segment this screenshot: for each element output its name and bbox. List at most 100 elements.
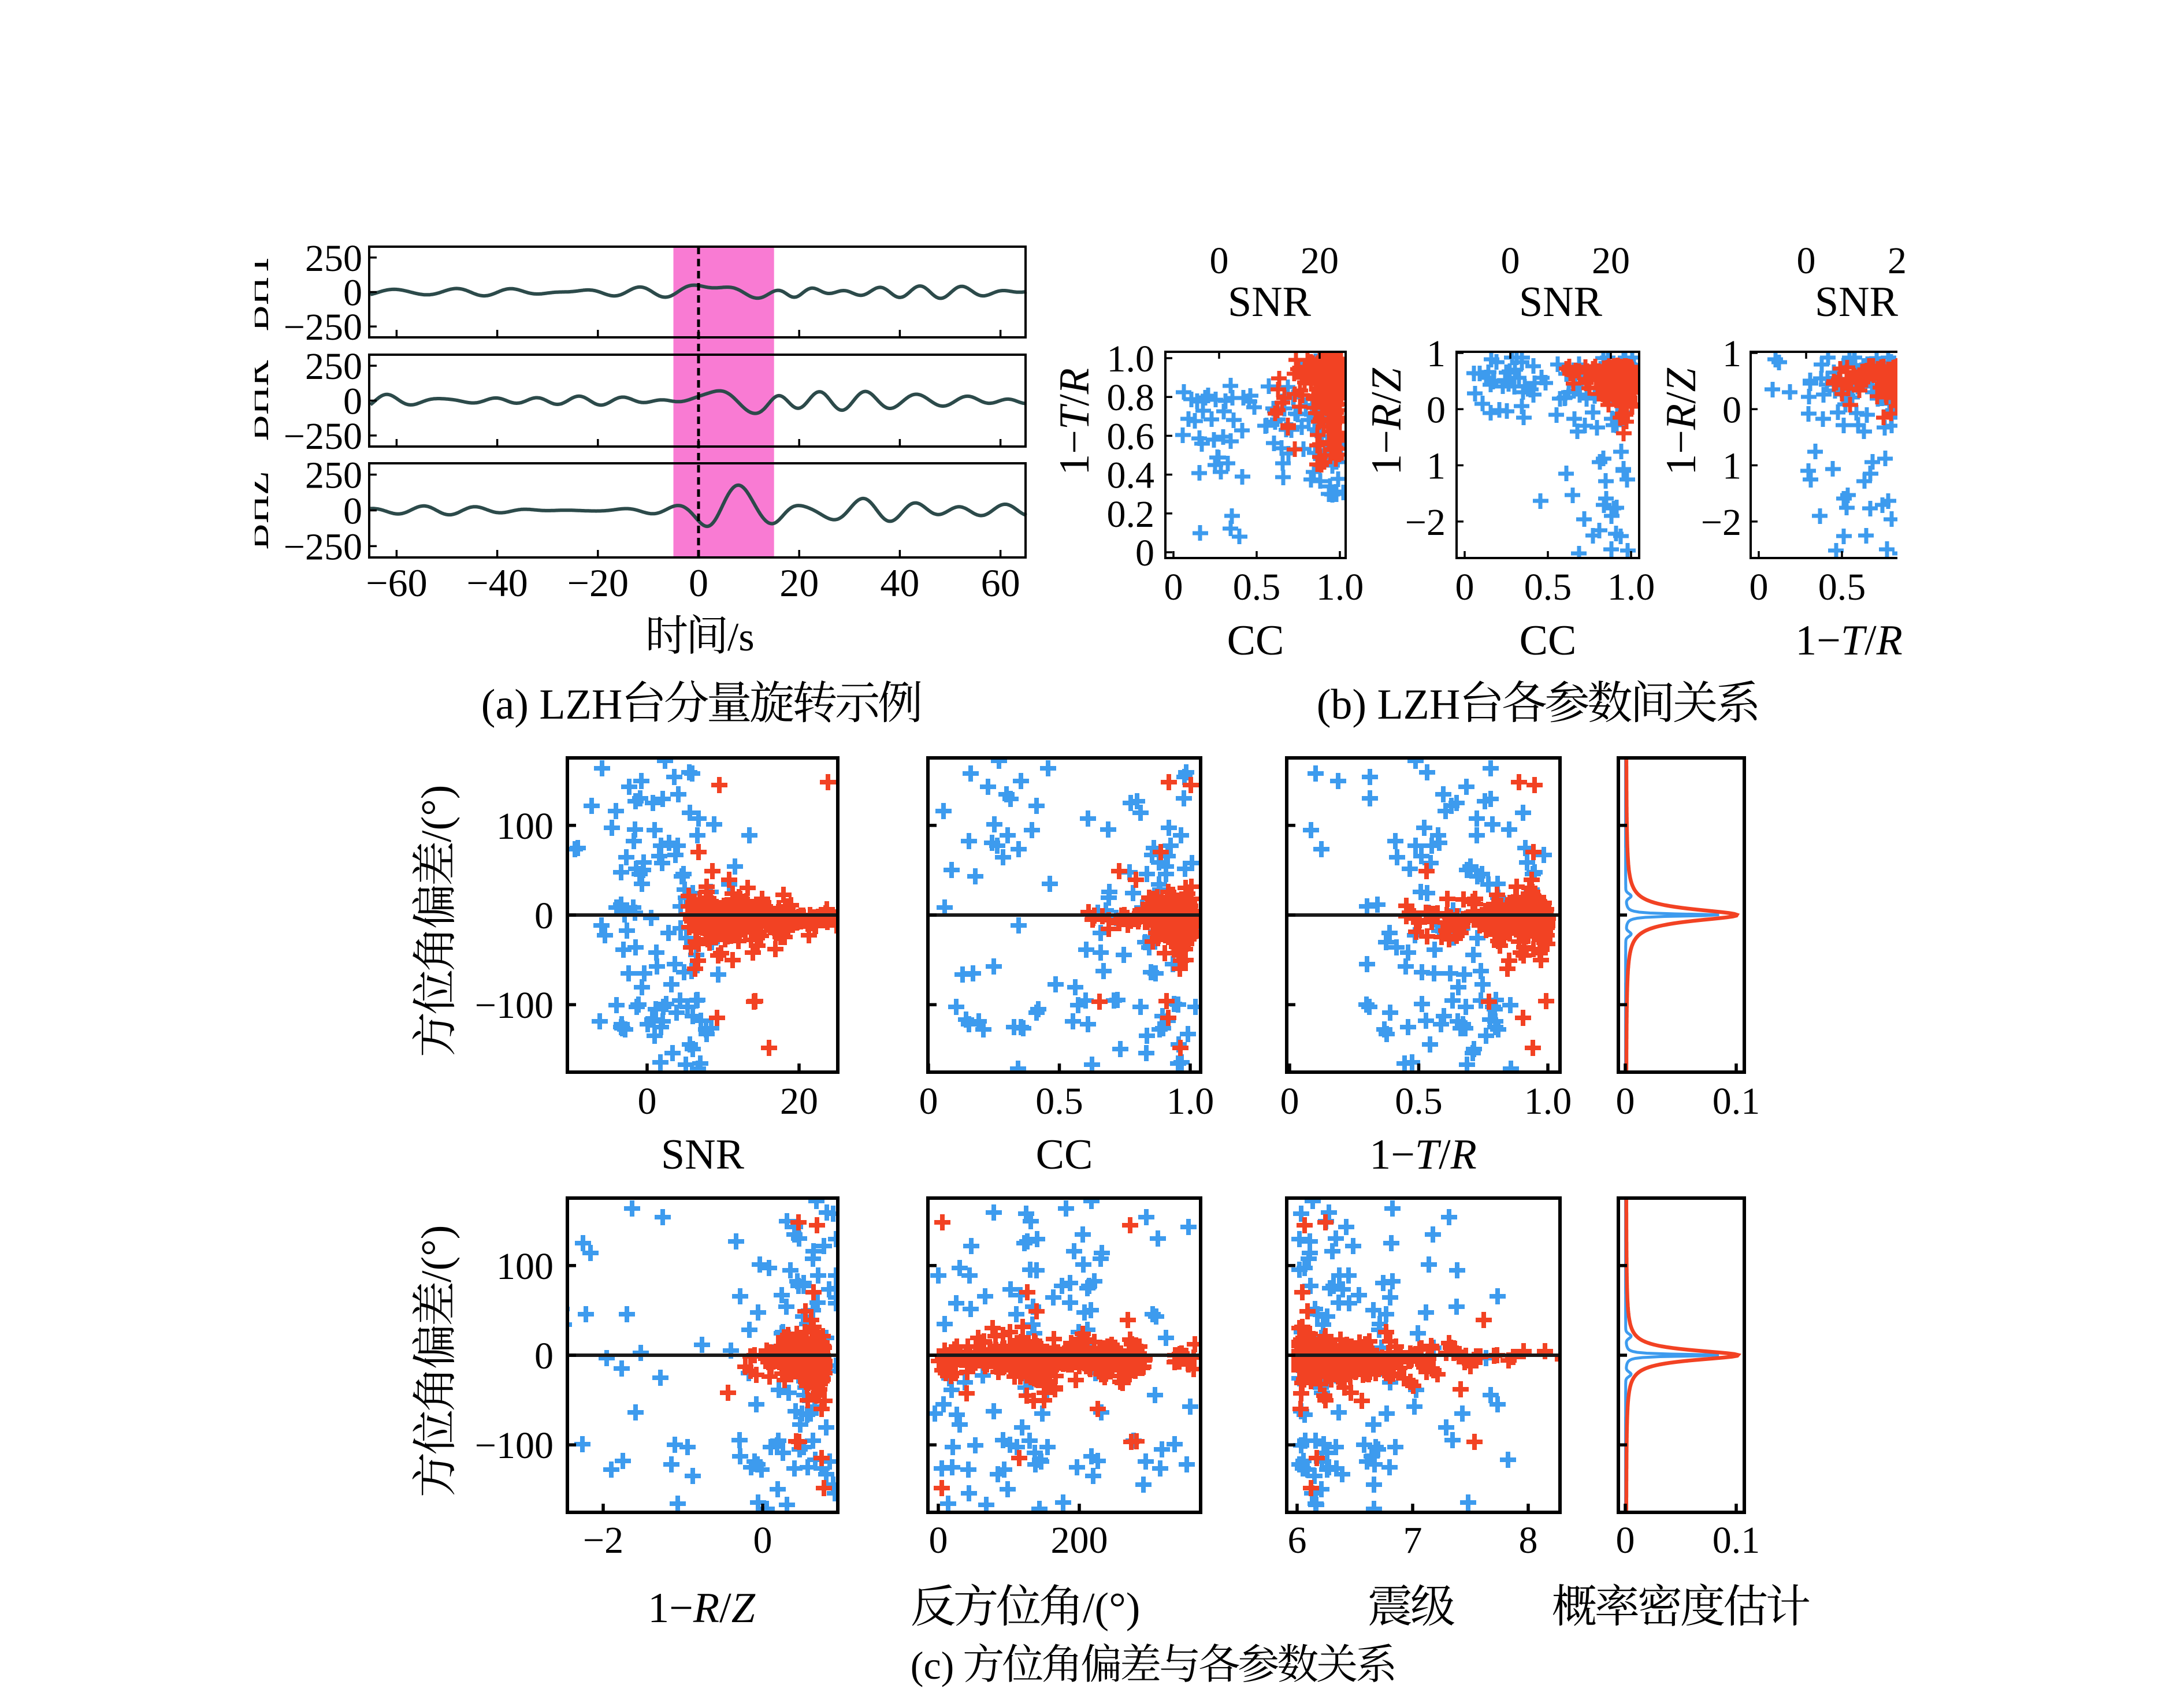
svg-text:CC: CC [1520, 617, 1577, 664]
svg-text:100: 100 [496, 1245, 554, 1288]
svg-text:0: 0 [919, 1080, 938, 1122]
svg-text:1−: 1− [1051, 430, 1098, 475]
svg-text:SNR: SNR [661, 1131, 745, 1178]
svg-text:R: R [1876, 617, 1903, 664]
svg-text:0.8: 0.8 [1107, 377, 1155, 419]
svg-text:60: 60 [981, 561, 1020, 605]
svg-text:Z: Z [1658, 367, 1705, 392]
svg-text:BHZ: BHZ [233, 471, 277, 550]
svg-text:SNR: SNR [1519, 278, 1603, 326]
svg-text:0: 0 [1501, 240, 1520, 282]
svg-text:SNR: SNR [1228, 278, 1312, 326]
svg-text:0: 0 [929, 1519, 948, 1561]
svg-text:−60: −60 [366, 561, 427, 605]
svg-text:8: 8 [1519, 1519, 1538, 1561]
svg-text:0: 0 [1135, 532, 1154, 574]
svg-text:(c): (c) [911, 1643, 954, 1687]
svg-text:−250: −250 [284, 415, 362, 458]
svg-text:0.5: 0.5 [1524, 566, 1572, 608]
svg-text:/: / [719, 1585, 731, 1632]
svg-text:0: 0 [1210, 240, 1229, 282]
svg-text:−250: −250 [284, 306, 362, 348]
svg-text:−2: −2 [1405, 501, 1446, 544]
svg-text:/(°): /(°) [413, 1225, 460, 1282]
svg-text:/: / [1363, 392, 1410, 404]
svg-text:0: 0 [534, 895, 554, 937]
svg-text:40: 40 [880, 561, 919, 605]
svg-text:/: / [1864, 617, 1877, 664]
svg-text:Z: Z [731, 1585, 756, 1632]
svg-text:T: T [1841, 617, 1867, 664]
svg-text:0.5: 0.5 [1818, 566, 1866, 608]
svg-text:0: 0 [753, 1519, 772, 1561]
svg-text:R: R [1658, 404, 1705, 430]
svg-text:0: 0 [1750, 566, 1769, 608]
svg-text:CC: CC [1036, 1131, 1093, 1178]
svg-text:R: R [1363, 404, 1410, 430]
svg-text:20: 20 [1301, 240, 1339, 282]
svg-text:20: 20 [1592, 240, 1630, 282]
svg-text:200: 200 [1051, 1519, 1108, 1561]
svg-text:0: 0 [343, 381, 362, 423]
svg-text:1−: 1− [1658, 430, 1705, 475]
svg-text:Z: Z [1363, 367, 1410, 392]
svg-text:0: 0 [1797, 240, 1816, 282]
svg-text:/: / [1051, 394, 1098, 406]
svg-text:1: 1 [1427, 445, 1446, 488]
svg-text:(a) LZH: (a) LZH [481, 681, 622, 728]
svg-text:0.5: 0.5 [1395, 1080, 1443, 1122]
svg-text:T: T [1051, 403, 1098, 430]
svg-text:1−: 1− [648, 1585, 693, 1632]
svg-text:1.0: 1.0 [1316, 566, 1364, 608]
svg-text:CC: CC [1227, 617, 1284, 664]
svg-text:1: 1 [1722, 333, 1741, 375]
svg-text:R: R [1450, 1131, 1477, 1178]
svg-text:250: 250 [305, 455, 362, 497]
svg-text:1: 1 [1722, 445, 1741, 488]
svg-text:100: 100 [496, 805, 554, 847]
svg-text:−2: −2 [583, 1519, 623, 1561]
svg-text:−100: −100 [475, 1425, 554, 1467]
svg-text:250: 250 [305, 345, 362, 388]
svg-text:0: 0 [343, 490, 362, 533]
svg-text:1−: 1− [1363, 430, 1410, 475]
svg-text:0: 0 [1164, 566, 1183, 608]
svg-text:/(°): /(°) [1083, 1585, 1140, 1632]
svg-text:/(°): /(°) [413, 785, 460, 842]
svg-text:1: 1 [1427, 333, 1446, 375]
svg-text:−100: −100 [475, 984, 554, 1027]
svg-text:−2: −2 [1701, 501, 1741, 544]
svg-text:−20: −20 [567, 561, 629, 605]
svg-text:0: 0 [1616, 1080, 1635, 1122]
svg-text:T: T [1415, 1131, 1442, 1178]
svg-text:0.5: 0.5 [1035, 1080, 1083, 1122]
svg-text:250: 250 [305, 237, 362, 280]
svg-text:BHT: BHT [233, 253, 277, 332]
svg-text:(b) LZH: (b) LZH [1317, 681, 1461, 728]
svg-text:0.5: 0.5 [1233, 566, 1281, 608]
svg-text:0: 0 [1616, 1519, 1635, 1561]
svg-text:0.4: 0.4 [1107, 455, 1155, 497]
svg-text:0.2: 0.2 [1107, 493, 1155, 536]
svg-text:1−: 1− [1795, 617, 1841, 664]
svg-text:0.6: 0.6 [1107, 415, 1155, 458]
svg-text:20: 20 [780, 1080, 818, 1122]
svg-text:0: 0 [1427, 389, 1446, 431]
svg-text:0.1: 0.1 [1713, 1080, 1760, 1122]
svg-text:6: 6 [1288, 1519, 1307, 1561]
svg-text:1.0: 1.0 [1167, 1080, 1214, 1122]
svg-text:1.0: 1.0 [1107, 338, 1155, 380]
svg-text:/s: /s [727, 615, 755, 660]
svg-text:−40: −40 [466, 561, 528, 605]
svg-text:7: 7 [1403, 1519, 1422, 1561]
svg-text:−250: −250 [284, 526, 362, 568]
svg-text:/: / [1439, 1131, 1451, 1178]
svg-text:SNR: SNR [1815, 278, 1899, 326]
svg-text:0: 0 [1722, 389, 1741, 431]
svg-text:0: 0 [534, 1335, 554, 1377]
svg-text:0: 0 [1455, 566, 1474, 608]
svg-text:0.1: 0.1 [1713, 1519, 1760, 1561]
svg-text:0: 0 [343, 272, 362, 314]
svg-text:0: 0 [638, 1080, 657, 1122]
svg-text:/: / [1658, 392, 1705, 404]
